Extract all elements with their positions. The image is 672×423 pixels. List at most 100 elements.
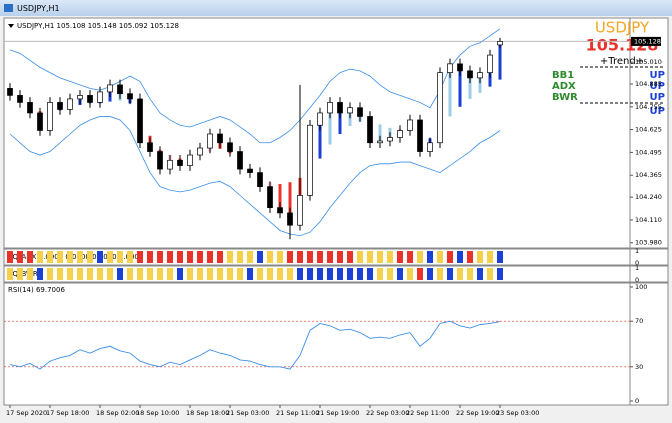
candle-body <box>487 54 493 73</box>
indicator-bar <box>27 268 33 280</box>
candle-body <box>237 151 243 170</box>
indicator-bar <box>457 251 463 263</box>
signal-value: UP <box>650 106 665 117</box>
candle-body <box>177 159 183 166</box>
indicator-bar <box>107 251 113 263</box>
candle-body <box>297 195 303 226</box>
signal-value: UP <box>650 81 665 92</box>
indicator-bar <box>487 251 493 263</box>
y-tick-label: 100 <box>635 283 647 291</box>
candle-body <box>377 140 383 144</box>
indicator-bar <box>417 251 423 263</box>
indicator-bar <box>217 268 223 280</box>
candle-body <box>307 124 313 196</box>
indicator-bar <box>427 251 433 263</box>
x-tick-label: 17 Sep 18:00 <box>46 409 89 417</box>
candle-body <box>357 107 363 117</box>
candle-body <box>97 91 103 103</box>
indicator-bar <box>217 251 223 263</box>
indicator-bar <box>317 251 323 263</box>
indicator-bar <box>337 268 343 280</box>
indicator-bar <box>187 251 193 263</box>
candle-body <box>267 186 273 209</box>
candle-body <box>347 107 353 114</box>
signal-trend: +Trend+ <box>600 56 644 67</box>
y-tick-label: 1 <box>635 247 639 255</box>
x-tick-label: 18 Sep 10:00 <box>136 409 179 417</box>
candle-body <box>17 95 23 103</box>
candle-body <box>387 137 393 142</box>
candle-body <box>207 133 213 149</box>
indicator-bar <box>477 251 483 263</box>
candle-body <box>77 95 83 100</box>
indicator-bar <box>67 251 73 263</box>
indicator-bar <box>427 268 433 280</box>
indicator-bar <box>57 251 63 263</box>
indicator-bar <box>97 251 103 263</box>
indicator-bar <box>257 268 263 280</box>
signal-name: BB1 <box>552 70 574 81</box>
indicator-bar <box>177 251 183 263</box>
y-tick-label: 105.010 <box>635 58 662 66</box>
y-tick-label: 1 <box>635 264 639 272</box>
main-panel <box>3 17 669 249</box>
indicator-bar <box>297 268 303 280</box>
indicator-bar <box>47 251 53 263</box>
indicator-bar <box>147 268 153 280</box>
candle-body <box>447 63 453 73</box>
indicator-bar <box>7 268 13 280</box>
signal-name: BWR <box>552 92 578 103</box>
candle-body <box>337 102 343 114</box>
x-tick-label: 21 Sep 03:00 <box>226 409 269 417</box>
indicator-bar <box>497 268 503 280</box>
indicator-bar <box>237 251 243 263</box>
indicator-label: SQ_ADX 1.0000 0.0000 0.0000 1.0000 <box>8 253 143 261</box>
y-tick-label: 104.495 <box>635 148 662 156</box>
indicator-bar <box>167 251 173 263</box>
indicator-label: RSI(14) 69.7006 <box>8 286 65 294</box>
indicator-bar <box>247 268 253 280</box>
indicator-bar <box>347 268 353 280</box>
y-tick-label: 0 <box>635 276 639 284</box>
candle-body <box>47 102 53 131</box>
x-tick-label: 22 Sep 11:00 <box>406 409 449 417</box>
y-tick-label: 104.110 <box>635 216 662 224</box>
candle-body <box>37 112 43 131</box>
candle-body <box>317 112 323 126</box>
rsi-panel <box>3 282 669 406</box>
indicator-bar <box>67 268 73 280</box>
y-tick-label: 70 <box>635 317 643 325</box>
indicator-bar <box>447 268 453 280</box>
strip-panel <box>3 265 669 283</box>
indicator-bar <box>367 268 373 280</box>
indicator-bar <box>147 251 153 263</box>
candle-body <box>407 119 413 131</box>
indicator-bar <box>187 268 193 280</box>
x-tick-label: 22 Sep 03:00 <box>366 409 409 417</box>
y-tick-label: 104.625 <box>635 126 662 134</box>
indicator-bar <box>487 268 493 280</box>
indicator-bar <box>397 268 403 280</box>
candle-body <box>7 88 13 96</box>
indicator-bar <box>467 251 473 263</box>
candle-body <box>497 41 503 46</box>
y-tick-label: 0 <box>635 259 639 267</box>
candle-body <box>257 172 263 187</box>
indicator-bar <box>287 268 293 280</box>
indicator-bar <box>7 251 13 263</box>
candle-body <box>57 102 63 110</box>
indicator-bar <box>467 268 473 280</box>
indicator-bar <box>477 268 483 280</box>
indicator-bar <box>367 251 373 263</box>
candle-body <box>67 98 73 110</box>
indicator-bar <box>387 268 393 280</box>
candle-body <box>157 151 163 170</box>
candle-body <box>227 142 233 152</box>
indicator-bar <box>327 251 333 263</box>
indicator-bar <box>17 268 23 280</box>
indicator-bar <box>47 268 53 280</box>
indicator-bar <box>157 251 163 263</box>
signal-value: UP <box>650 92 665 103</box>
indicator-bar <box>437 251 443 263</box>
